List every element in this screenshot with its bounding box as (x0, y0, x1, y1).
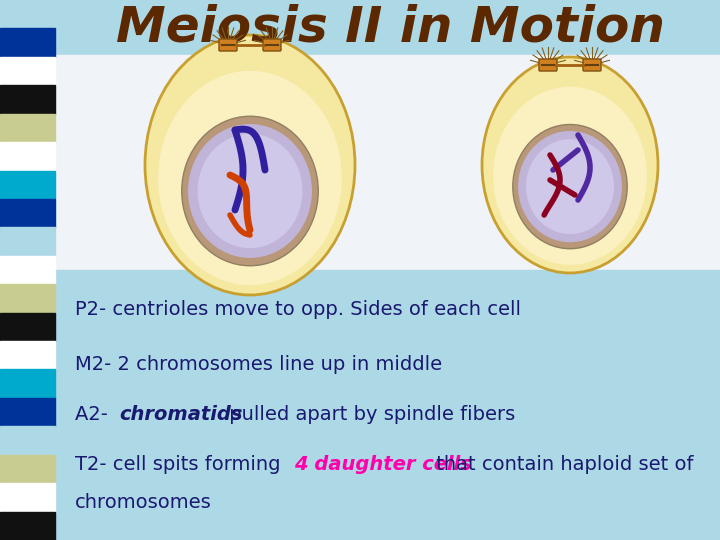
FancyBboxPatch shape (263, 39, 281, 51)
Bar (0, 483, 55, 511)
Ellipse shape (482, 57, 658, 273)
Bar (0, 369, 55, 398)
Ellipse shape (526, 139, 614, 234)
Ellipse shape (181, 116, 318, 266)
Bar (0, 256, 55, 284)
Text: chromatids: chromatids (119, 405, 243, 424)
Bar (0, 29, 55, 57)
Text: that contain haploid set of: that contain haploid set of (430, 455, 693, 474)
Bar (0, 171, 55, 199)
FancyBboxPatch shape (219, 39, 237, 51)
Bar (0, 0, 55, 29)
Text: 4 daughter cells: 4 daughter cells (294, 455, 472, 474)
Bar (0, 57, 55, 85)
Text: pulled apart by spindle fibers: pulled apart by spindle fibers (223, 405, 516, 424)
Bar (0, 511, 55, 540)
Text: P2- centrioles move to opp. Sides of each cell: P2- centrioles move to opp. Sides of eac… (75, 300, 521, 319)
Bar (55, 270, 720, 540)
Bar (0, 0, 720, 55)
Text: chromosomes: chromosomes (75, 493, 212, 512)
Bar (0, 398, 55, 426)
Bar (0, 199, 55, 227)
Ellipse shape (518, 131, 622, 242)
Ellipse shape (158, 71, 342, 285)
Bar (0, 227, 55, 256)
Bar (0, 284, 55, 313)
Bar (0, 426, 55, 455)
Bar (0, 313, 55, 341)
FancyBboxPatch shape (539, 59, 557, 71)
Text: Meiosis II in Motion: Meiosis II in Motion (115, 4, 665, 52)
Bar (55, 55, 720, 270)
Ellipse shape (145, 35, 355, 295)
Bar (0, 455, 55, 483)
Text: M2- 2 chromosomes line up in middle: M2- 2 chromosomes line up in middle (75, 355, 442, 374)
Bar (0, 142, 55, 171)
Text: A2-: A2- (75, 405, 114, 424)
Text: T2- cell spits forming: T2- cell spits forming (75, 455, 287, 474)
FancyBboxPatch shape (583, 59, 601, 71)
Ellipse shape (197, 134, 302, 248)
Bar (0, 114, 55, 142)
Bar (0, 85, 55, 114)
Ellipse shape (188, 124, 312, 258)
Ellipse shape (513, 125, 627, 249)
Ellipse shape (493, 87, 647, 265)
Bar (0, 341, 55, 369)
